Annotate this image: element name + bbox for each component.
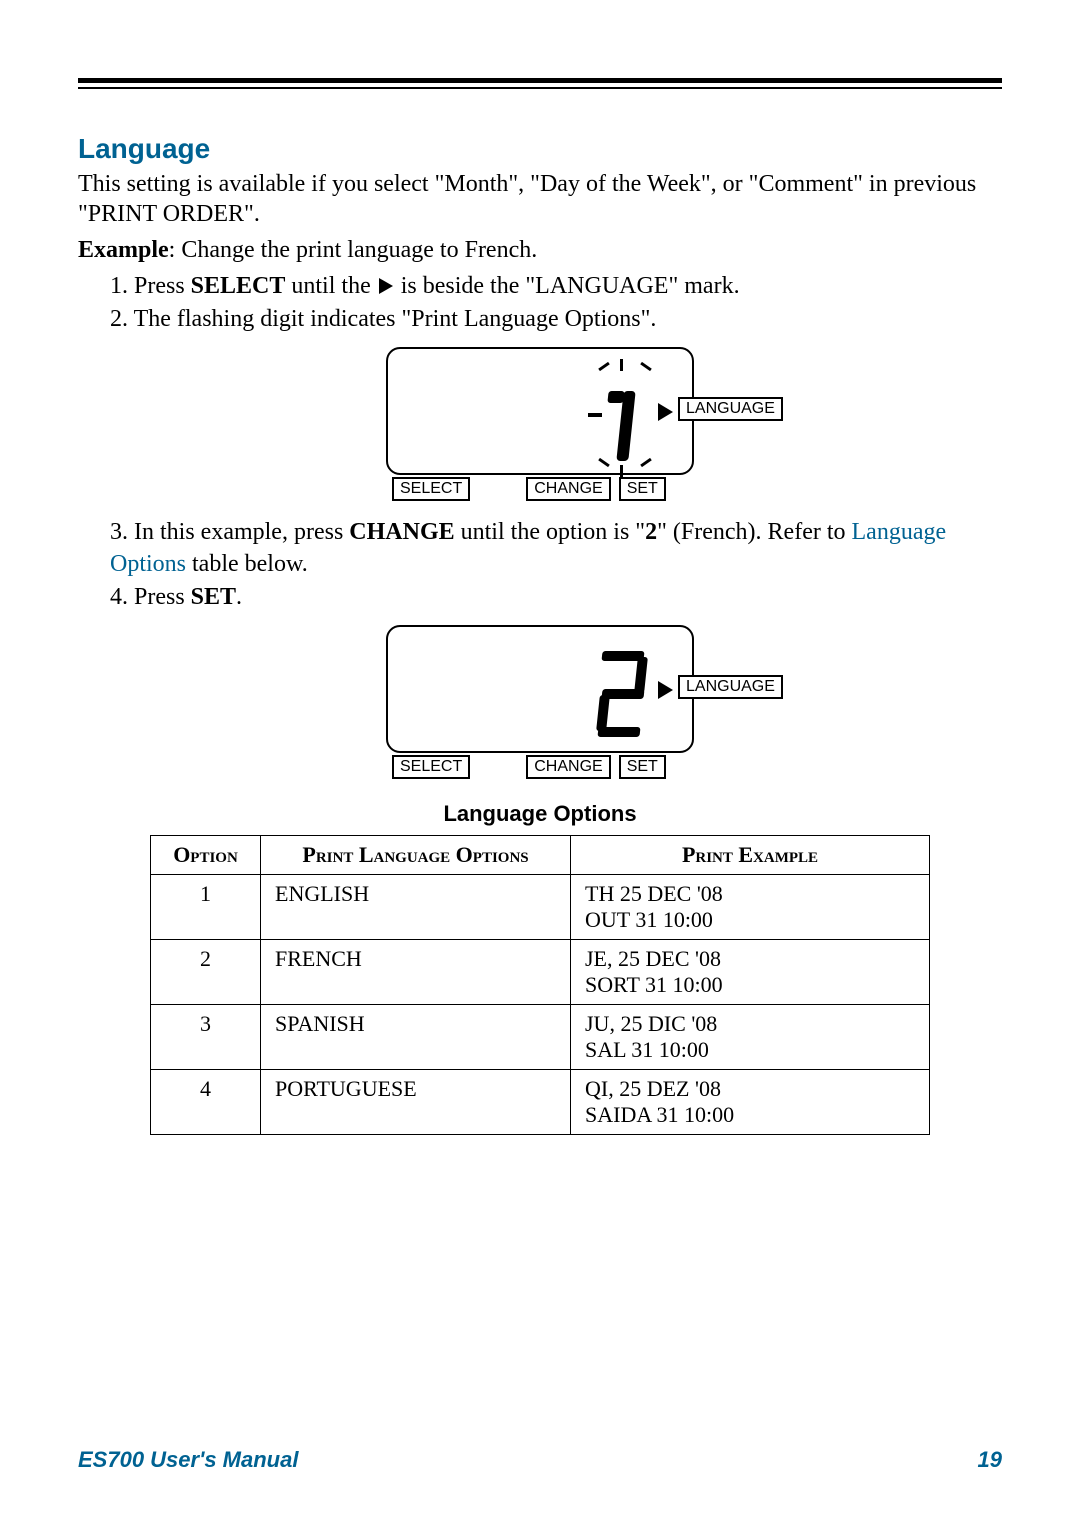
step-1: 1. Press SELECT until the is beside the … xyxy=(110,271,1002,302)
flash-spark xyxy=(620,359,623,371)
step3-pre: 3. In this example, press xyxy=(110,519,349,545)
change-button-label: CHANGE xyxy=(526,755,610,779)
step1-bold: SELECT xyxy=(191,273,286,299)
lcd-button-row: SELECT CHANGE SET xyxy=(386,755,694,779)
lcd-button-row: SELECT CHANGE SET xyxy=(386,477,694,501)
top-double-rule xyxy=(78,78,1002,89)
lcd-digit-1 xyxy=(598,359,648,467)
flash-spark xyxy=(620,465,623,477)
cell-example: JU, 25 DIC '08SAL 31 10:00 xyxy=(571,1004,930,1069)
marker-triangle-icon xyxy=(658,403,673,421)
lcd-frame: LANGUAGE xyxy=(386,347,694,475)
cell-example: JE, 25 DEC '08SORT 31 10:00 xyxy=(571,939,930,1004)
table-header-row: Option Print Language Options Print Exam… xyxy=(151,835,930,874)
cell-option: 2 xyxy=(151,939,261,1004)
intro-paragraph: This setting is available if you select … xyxy=(78,169,1002,229)
step3-bold2: 2 xyxy=(645,519,657,545)
triangle-icon xyxy=(379,278,393,294)
col-example: Print Example xyxy=(571,835,930,874)
language-options-table: Option Print Language Options Print Exam… xyxy=(150,835,930,1135)
cell-example: QI, 25 DEZ '08SAIDA 31 10:00 xyxy=(571,1069,930,1134)
step3-post: table below. xyxy=(186,551,308,577)
step-2: 2. The flashing digit indicates "Print L… xyxy=(110,304,1002,335)
example-text: : Change the print language to French. xyxy=(169,237,538,263)
select-button-label: SELECT xyxy=(392,755,470,779)
select-button-label: SELECT xyxy=(392,477,470,501)
table-row: 4 PORTUGUESE QI, 25 DEZ '08SAIDA 31 10:0… xyxy=(151,1069,930,1134)
section-heading: Language xyxy=(78,133,1002,165)
example-label: Example xyxy=(78,237,169,263)
cell-lang: FRENCH xyxy=(261,939,571,1004)
table-row: 2 FRENCH JE, 25 DEC '08SORT 31 10:00 xyxy=(151,939,930,1004)
lcd-digit-2 xyxy=(598,643,648,751)
lcd-display-2: LANGUAGE SELECT CHANGE SET xyxy=(386,625,694,779)
cell-option: 3 xyxy=(151,1004,261,1069)
table-title: Language Options xyxy=(78,801,1002,827)
step3-mid2: " (French). Refer to xyxy=(657,519,851,545)
cell-option: 1 xyxy=(151,874,261,939)
step4-bold: SET xyxy=(191,584,236,610)
step1-pre: 1. Press xyxy=(110,273,191,299)
footer-title: ES700 User's Manual xyxy=(78,1447,298,1473)
cell-example: TH 25 DEC '08OUT 31 10:00 xyxy=(571,874,930,939)
page-number: 19 xyxy=(978,1447,1002,1473)
step3-mid1: until the option is " xyxy=(455,519,645,545)
table-row: 1 ENGLISH TH 25 DEC '08OUT 31 10:00 xyxy=(151,874,930,939)
step4-post: . xyxy=(236,584,242,610)
page-footer: ES700 User's Manual 19 xyxy=(78,1447,1002,1473)
language-label-box: LANGUAGE xyxy=(678,675,783,699)
step3-bold1: CHANGE xyxy=(349,519,454,545)
cell-lang: SPANISH xyxy=(261,1004,571,1069)
lcd-frame: LANGUAGE xyxy=(386,625,694,753)
flash-spark xyxy=(588,413,602,417)
marker-triangle-icon xyxy=(658,681,673,699)
table-row: 3 SPANISH JU, 25 DIC '08SAL 31 10:00 xyxy=(151,1004,930,1069)
step-4: 4. Press SET. xyxy=(110,582,1002,613)
example-line: Example: Change the print language to Fr… xyxy=(78,235,1002,265)
step-3: 3. In this example, press CHANGE until t… xyxy=(110,517,1002,579)
cell-lang: PORTUGUESE xyxy=(261,1069,571,1134)
set-button-label: SET xyxy=(619,477,666,501)
col-lang: Print Language Options xyxy=(261,835,571,874)
step1-mid: until the xyxy=(285,273,376,299)
cell-lang: ENGLISH xyxy=(261,874,571,939)
change-button-label: CHANGE xyxy=(526,477,610,501)
cell-option: 4 xyxy=(151,1069,261,1134)
steps-list-a: 1. Press SELECT until the is beside the … xyxy=(110,271,1002,335)
step1-post: is beside the "LANGUAGE" mark. xyxy=(395,273,740,299)
lcd-display-1: LANGUAGE SELECT CHANGE SET xyxy=(386,347,694,501)
set-button-label: SET xyxy=(619,755,666,779)
steps-list-b: 3. In this example, press CHANGE until t… xyxy=(110,517,1002,613)
language-label-box: LANGUAGE xyxy=(678,397,783,421)
step4-pre: 4. Press xyxy=(110,584,191,610)
col-option: Option xyxy=(151,835,261,874)
